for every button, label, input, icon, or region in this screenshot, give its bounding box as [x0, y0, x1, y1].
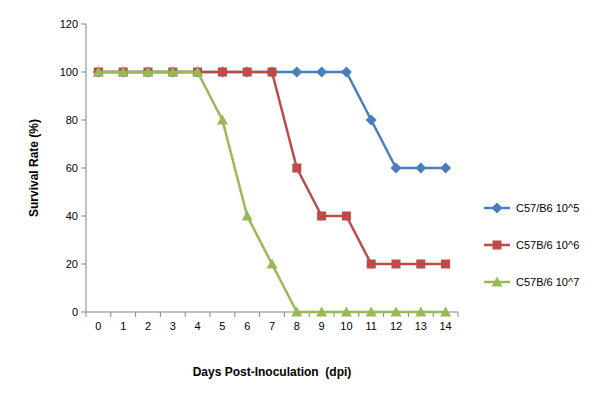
series-marker: [341, 67, 352, 78]
x-axis-title: Days Post-Inoculation (dpi): [193, 365, 352, 379]
legend-label: C57B/6 10^6: [516, 239, 579, 251]
x-tick-label: 3: [170, 320, 176, 332]
x-tick: [185, 312, 186, 317]
series-marker: [242, 211, 253, 221]
y-tick: [81, 24, 86, 25]
series-marker: [242, 67, 253, 78]
y-axis-title: Survival Rate (%): [27, 119, 41, 217]
series-marker: [317, 212, 326, 221]
series-marker: [366, 115, 377, 126]
x-tick: [86, 312, 87, 317]
series-marker: [367, 260, 376, 269]
series-marker: [267, 67, 278, 78]
y-tick-label: 120: [60, 18, 78, 30]
series-marker: [391, 163, 402, 174]
series-marker: [218, 68, 227, 77]
x-tick-label: 6: [244, 320, 250, 332]
legend-label: C57/B6 10^5: [516, 202, 579, 214]
series-line: [98, 72, 445, 168]
series-marker: [291, 307, 302, 317]
x-tick: [135, 312, 136, 317]
x-tick-label: 14: [439, 320, 451, 332]
x-tick-label: 7: [269, 320, 275, 332]
y-tick: [81, 120, 86, 121]
series-marker: [415, 307, 426, 317]
x-tick: [210, 312, 211, 317]
series-marker: [292, 164, 301, 173]
x-tick-label: 10: [340, 320, 352, 332]
series-marker: [440, 163, 451, 174]
series-line: [98, 72, 445, 264]
x-tick: [110, 312, 111, 317]
series-marker: [316, 67, 327, 78]
series-marker: [118, 67, 129, 77]
y-tick-label: 80: [66, 114, 78, 126]
legend: C57/B6 10^5 C57B/6 10^6 C57B/6 10^7: [484, 202, 579, 288]
x-tick-label: 0: [95, 320, 101, 332]
series-marker: [268, 68, 277, 77]
series-marker: [416, 260, 425, 269]
series-line: [98, 72, 445, 312]
series-marker: [316, 307, 327, 317]
series-marker: [440, 307, 451, 317]
x-tick-label: 1: [120, 320, 126, 332]
x-tick: [284, 312, 285, 317]
y-tick: [81, 312, 86, 313]
y-tick-label: 20: [66, 258, 78, 270]
y-tick-label: 60: [66, 162, 78, 174]
series-marker: [267, 259, 278, 269]
series-marker: [192, 67, 203, 77]
legend-marker: [492, 203, 503, 214]
series-group: [93, 67, 451, 317]
y-tick: [81, 168, 86, 169]
legend-marker: [492, 277, 503, 287]
series-marker: [441, 260, 450, 269]
series-marker: [217, 67, 228, 78]
series-marker: [415, 163, 426, 174]
legend-marker: [493, 241, 502, 250]
series-marker: [341, 307, 352, 317]
x-tick-label: 2: [145, 320, 151, 332]
series-marker: [143, 67, 154, 77]
y-tick-label: 40: [66, 210, 78, 222]
x-tick-label: 11: [365, 320, 376, 332]
x-tick-label: 9: [319, 320, 325, 332]
x-tick: [234, 312, 235, 317]
series-marker: [392, 260, 401, 269]
x-tick-label: 8: [294, 320, 300, 332]
series-marker: [93, 67, 104, 77]
x-tick-label: 5: [219, 320, 225, 332]
y-tick-label: 0: [72, 306, 78, 318]
series-marker: [291, 67, 302, 78]
y-tick-label: 100: [60, 66, 78, 78]
x-tick-label: 12: [390, 320, 402, 332]
y-tick: [81, 216, 86, 217]
x-tick-label: 4: [195, 320, 201, 332]
series-marker: [391, 307, 402, 317]
series-marker: [217, 115, 228, 125]
series-marker: [366, 307, 377, 317]
x-tick: [458, 312, 459, 317]
y-tick: [81, 72, 86, 73]
series-marker: [342, 212, 351, 221]
series-marker: [243, 68, 252, 77]
x-tick: [160, 312, 161, 317]
x-tick-label: 13: [415, 320, 427, 332]
chart: 02040608010012001234567891011121314Days …: [0, 0, 602, 400]
legend-label: C57B/6 10^7: [516, 276, 579, 288]
series-marker: [167, 67, 178, 77]
x-tick: [259, 312, 260, 317]
y-tick: [81, 264, 86, 265]
